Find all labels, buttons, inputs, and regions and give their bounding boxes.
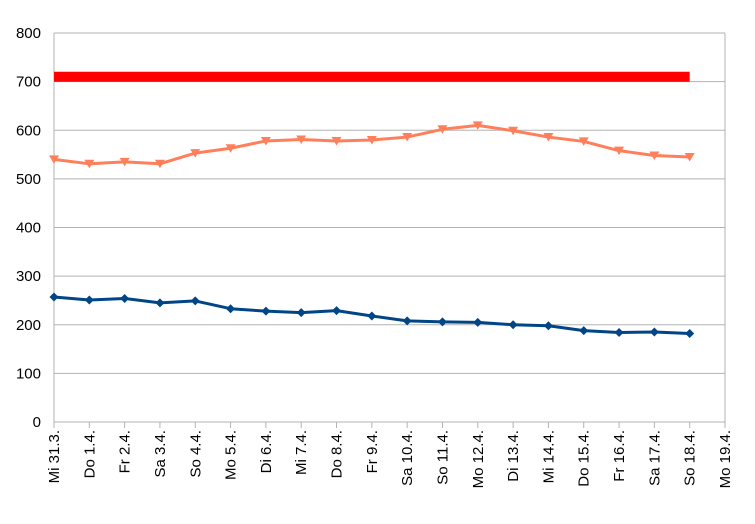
x-tick-label: Mi 31.3. [46,430,63,483]
x-tick-label: Sa 17.4. [646,430,663,486]
y-tick-label: 200 [16,317,41,334]
x-tick-label: Fr 2.4. [117,430,134,473]
x-tick-label: Mi 7.4. [293,430,310,475]
x-tick-label: Mi 14.4. [540,430,557,483]
x-tick-label: Sa 10.4. [399,430,416,486]
data-point-triangle [543,133,554,142]
data-point-triangle [578,137,589,146]
data-point-diamond [543,321,553,331]
data-point-triangle [296,135,307,144]
data-point-diamond [49,292,59,302]
x-tick-label: Di 13.4. [505,430,522,482]
x-tick-label: Fr 9.4. [364,430,381,473]
data-point-triangle [190,149,201,158]
data-point-diamond [84,295,94,305]
data-point-triangle [508,126,519,136]
y-tick-label: 500 [16,171,41,188]
data-point-diamond [402,316,412,326]
x-tick-label: Fr 16.4. [611,430,628,482]
data-point-diamond [649,327,659,337]
data-point-triangle [49,155,59,164]
data-point-diamond [473,317,483,327]
x-tick-label: Di 6.4. [258,430,275,473]
x-tick-label: Mo 5.4. [223,430,240,480]
data-point-diamond [437,317,447,327]
x-tick-label: Mo 19.4. [717,430,734,488]
data-point-diamond [296,308,306,318]
data-point-triangle [614,146,625,156]
x-axis-tick-labels: Mi 31.3. Do 1.4. Fr 2.4. Sa 3.4. So 4.4. Mo 5… [46,430,734,488]
y-tick-label: 100 [16,365,41,382]
y-tick-label: 0 [33,414,41,431]
data-point-diamond [332,306,342,316]
y-tick-label: 700 [16,74,41,91]
x-tick-label: So 18.4. [682,430,699,486]
x-tick-label: So 4.4. [187,430,204,478]
y-tick-label: 600 [16,122,41,139]
y-tick-label: 400 [16,220,41,237]
x-tick-label: Sa 3.4. [152,430,169,478]
y-axis-tick-labels: 0 100 200 300 400 500 600 700 800 [16,25,41,431]
data-point-triangle [154,159,165,169]
data-point-triangle [225,144,236,153]
data-point-diamond [614,328,624,338]
data-point-diamond [508,320,518,330]
data-point-diamond [367,311,377,321]
data-point-diamond [190,296,200,306]
data-point-diamond [261,306,271,316]
y-tick-label: 300 [16,268,41,285]
data-point-triangle [366,135,377,145]
data-point-triangle [331,136,342,146]
x-tick-label: Mo 12.4. [470,430,487,488]
data-point-triangle [472,121,483,130]
data-point-triangle [437,125,448,134]
data-point-triangle [84,159,95,169]
x-tick-label: Do 1.4. [81,430,98,478]
series-line [53,123,690,166]
series-lines [49,71,695,339]
x-tick-label: Do 15.4. [576,430,593,487]
data-point-diamond [120,293,130,303]
axes [53,33,726,428]
y-tick-label: 800 [16,25,41,42]
data-point-triangle [684,152,695,162]
x-tick-label: Do 8.4. [329,430,346,478]
data-point-diamond [226,304,236,314]
data-point-diamond [579,326,589,336]
data-point-triangle [649,151,660,161]
data-point-triangle [119,157,130,167]
data-point-diamond [155,298,165,308]
x-tick-label: So 11.4. [434,430,451,485]
data-point-triangle [402,133,413,142]
gridlines [54,32,725,423]
data-point-triangle [260,136,271,146]
data-point-diamond [685,329,695,339]
